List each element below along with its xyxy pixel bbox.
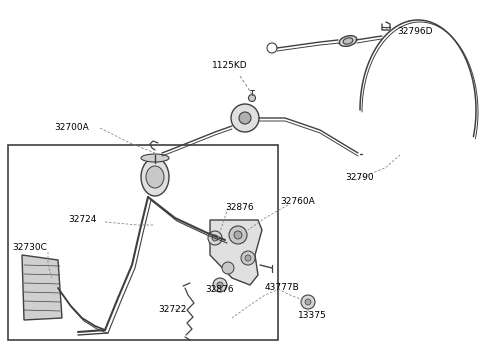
Text: 1125KD: 1125KD: [212, 60, 248, 69]
Text: 32724: 32724: [68, 216, 96, 225]
Circle shape: [229, 226, 247, 244]
Circle shape: [241, 251, 255, 265]
Ellipse shape: [141, 158, 169, 196]
Text: 32730C: 32730C: [12, 244, 47, 253]
Ellipse shape: [339, 36, 357, 46]
Circle shape: [305, 299, 311, 305]
Circle shape: [208, 231, 222, 245]
Circle shape: [245, 255, 251, 261]
Circle shape: [213, 278, 227, 292]
Circle shape: [234, 231, 242, 239]
Text: 32796D: 32796D: [397, 28, 432, 37]
Ellipse shape: [141, 154, 169, 162]
Circle shape: [212, 235, 218, 241]
Text: 32722: 32722: [158, 306, 186, 315]
Circle shape: [217, 282, 223, 288]
Ellipse shape: [146, 166, 164, 188]
Circle shape: [249, 95, 255, 101]
Text: 32760A: 32760A: [280, 197, 315, 207]
Ellipse shape: [343, 38, 353, 44]
Bar: [8, 145, 278, 340]
Circle shape: [231, 104, 259, 132]
Polygon shape: [210, 220, 262, 285]
Polygon shape: [22, 255, 62, 320]
Text: 43777B: 43777B: [265, 283, 300, 292]
Text: 13375: 13375: [298, 312, 327, 321]
Circle shape: [222, 262, 234, 274]
Circle shape: [239, 112, 251, 124]
Text: 32876: 32876: [225, 204, 253, 213]
Circle shape: [301, 295, 315, 309]
Text: 32790: 32790: [345, 172, 373, 181]
Text: 32876: 32876: [205, 286, 234, 295]
Text: 32700A: 32700A: [54, 124, 89, 132]
